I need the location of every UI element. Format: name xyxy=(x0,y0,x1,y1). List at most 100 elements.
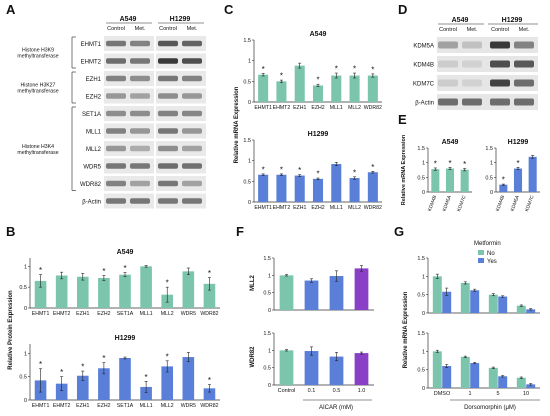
chart-title: H1299 xyxy=(115,335,136,342)
significance-star: * xyxy=(166,279,169,288)
significance-star: * xyxy=(353,65,356,74)
bar xyxy=(499,184,508,192)
blot-band xyxy=(106,128,126,134)
blot-cell-line: H1299 xyxy=(502,17,523,24)
bar xyxy=(526,384,536,388)
x-tick-label: EHMT1 xyxy=(32,403,50,409)
blot-protein-label: EHMT2 xyxy=(81,59,102,65)
blot-band xyxy=(490,41,510,49)
blot-strip xyxy=(104,176,154,191)
significance-star: * xyxy=(316,76,319,85)
y-tick-label: 1.5 xyxy=(485,146,493,152)
bar xyxy=(258,74,269,102)
panel-b-h1299: 0 0.5 1 * * * * * * * EHMT1 EHMT2 EZH1 EZH2 SET1A MLL1 M… xyxy=(19,335,220,409)
bar xyxy=(161,366,174,400)
blot-band xyxy=(490,79,510,87)
bar xyxy=(354,268,369,310)
blot-strip xyxy=(104,158,154,174)
bar xyxy=(140,266,152,308)
blot-band xyxy=(106,40,126,47)
x-tick-label: EZH2 xyxy=(97,311,110,317)
blot-band xyxy=(106,75,126,82)
blot-band xyxy=(182,75,202,82)
blot-strip xyxy=(104,141,154,156)
significance-star: * xyxy=(335,65,338,74)
blot-band xyxy=(106,180,126,187)
bar xyxy=(182,271,195,308)
x-tick-label: EZH1 xyxy=(76,403,89,409)
x-tick-label: 0.5 xyxy=(333,388,341,394)
bar xyxy=(431,169,440,192)
blot-band xyxy=(462,41,482,49)
blot-band xyxy=(158,75,178,82)
y-tick-label: 0 xyxy=(268,383,271,389)
blot-band xyxy=(182,128,202,134)
x-tick-label: DMSO xyxy=(434,391,451,397)
blot-protein-label: SET1A xyxy=(82,112,101,118)
y-tick-label: 1 xyxy=(422,349,425,355)
bar xyxy=(279,275,294,310)
y-tick-label: 0 xyxy=(422,311,425,317)
significance-star: * xyxy=(166,352,169,361)
panel-f-wdr82: 0 0.5 1 1.5 Control 0.1 0.5 1.0 xyxy=(263,331,374,394)
panel-f-mll2: 0 0.5 1 1.5 xyxy=(263,256,374,314)
blot-band xyxy=(182,180,202,187)
panel-letter-f: F xyxy=(236,224,244,239)
blot-band xyxy=(130,128,150,134)
y-tick-label: 0.5 xyxy=(417,368,425,374)
blot-strip xyxy=(156,36,206,51)
blot-band xyxy=(462,79,482,87)
significance-star: * xyxy=(81,363,84,372)
bar xyxy=(488,367,498,388)
blot-strip xyxy=(156,88,206,104)
blot-strip xyxy=(104,193,154,209)
bar xyxy=(460,169,469,192)
x-tick-label: 10 xyxy=(523,391,529,397)
bar xyxy=(349,75,360,102)
blot-band xyxy=(182,58,202,64)
legend-title: Metformin xyxy=(474,241,501,247)
x-tick-label: WDR82 xyxy=(364,205,382,211)
significance-star: * xyxy=(371,163,374,172)
group-label: Histone H3K9 xyxy=(22,48,54,54)
blot-protein-label: WDR82 xyxy=(80,182,102,188)
blot-band xyxy=(514,79,534,87)
bar xyxy=(526,309,536,313)
blot-protein-label: EHMT1 xyxy=(81,42,102,48)
bar xyxy=(304,351,319,385)
panel-f-ylabel-mll2: MLL2 xyxy=(250,275,256,291)
bar xyxy=(312,85,324,102)
blot-strip xyxy=(104,88,154,104)
y-tick-label: 0.5 xyxy=(19,375,27,381)
panel-c-h1299: 0 0.5 1 1.5 * * * * * * EHMT1 EHMT2 EZH1 EZH2 MLL1 MLL2… xyxy=(243,131,382,211)
panel-g-ylabel: Relative mRNA Expression xyxy=(403,291,409,368)
bar xyxy=(442,366,452,388)
blot-strip xyxy=(156,176,206,191)
x-tick-label: Control xyxy=(278,388,296,394)
y-tick-label: 0.5 xyxy=(263,366,271,372)
blot-band xyxy=(106,198,126,204)
chart-title: H1299 xyxy=(508,139,529,146)
significance-star: * xyxy=(280,72,283,81)
blot-band xyxy=(158,163,178,169)
blot-band xyxy=(130,110,150,117)
panel-c-ylabel: Relative mRNA Expression xyxy=(234,86,240,163)
y-tick-label: 1 xyxy=(490,161,493,167)
x-tick-label: MLL1 xyxy=(330,105,343,111)
x-tick-label: EHMT1 xyxy=(254,205,272,211)
blot-strip xyxy=(104,71,154,86)
x-tick-label: SET1A xyxy=(117,403,134,409)
panel-b-ylabel: Relative Protein Expression xyxy=(8,290,14,370)
x-tick-label: EZH2 xyxy=(311,105,324,111)
legend-label-yes: Yes xyxy=(487,259,497,265)
blot-protein-label: WDR5 xyxy=(83,164,101,170)
blot-band xyxy=(158,40,178,47)
significance-star: * xyxy=(371,65,374,74)
x-tick-label: MLL1 xyxy=(140,403,153,409)
significance-star: * xyxy=(39,360,42,369)
bar xyxy=(98,368,110,400)
bar xyxy=(432,351,442,388)
y-tick-label: 0 xyxy=(248,200,251,206)
bar xyxy=(442,291,452,313)
